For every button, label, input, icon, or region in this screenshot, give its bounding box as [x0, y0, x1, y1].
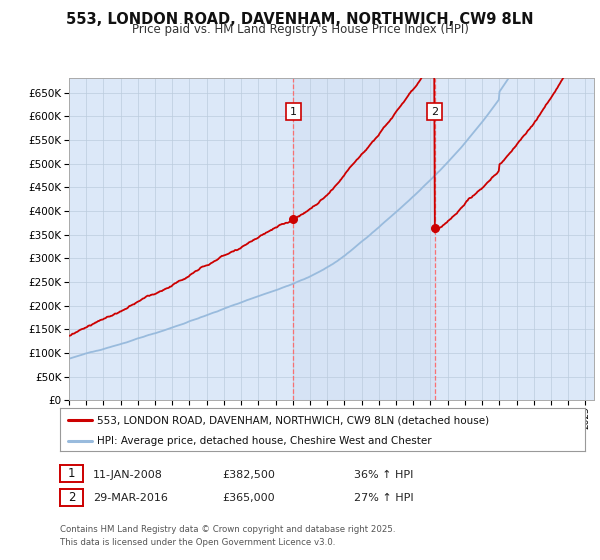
Text: Contains HM Land Registry data © Crown copyright and database right 2025.
This d: Contains HM Land Registry data © Crown c… [60, 525, 395, 547]
Bar [293, 78, 435, 400]
Text: Price paid vs. HM Land Registry's House Price Index (HPI): Price paid vs. HM Land Registry's House … [131, 22, 469, 36]
Text: 11-JAN-2008: 11-JAN-2008 [93, 470, 163, 480]
Text: 2: 2 [431, 106, 439, 116]
Text: 27% ↑ HPI: 27% ↑ HPI [354, 493, 413, 503]
Text: 29-MAR-2016: 29-MAR-2016 [93, 493, 168, 503]
Text: HPI: Average price, detached house, Cheshire West and Chester: HPI: Average price, detached house, Ches… [97, 436, 431, 446]
Text: 2: 2 [68, 491, 75, 504]
Text: 553, LONDON ROAD, DAVENHAM, NORTHWICH, CW9 8LN: 553, LONDON ROAD, DAVENHAM, NORTHWICH, C… [66, 12, 534, 27]
Text: 1: 1 [290, 106, 297, 116]
Text: 553, LONDON ROAD, DAVENHAM, NORTHWICH, CW9 8LN (detached house): 553, LONDON ROAD, DAVENHAM, NORTHWICH, C… [97, 415, 489, 425]
Text: 36% ↑ HPI: 36% ↑ HPI [354, 470, 413, 480]
Text: £365,000: £365,000 [222, 493, 275, 503]
Text: 1: 1 [68, 467, 75, 480]
Text: £382,500: £382,500 [222, 470, 275, 480]
